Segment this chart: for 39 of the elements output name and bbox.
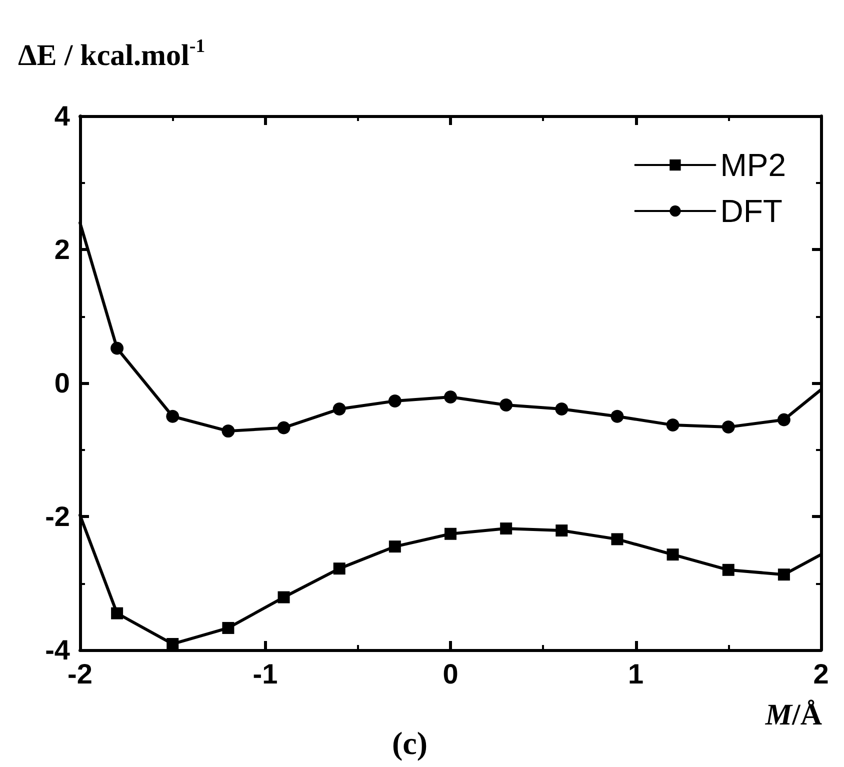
point [611,533,624,546]
point [666,548,679,561]
y-tick-label: 0 [54,368,70,398]
point [555,402,568,416]
point [332,402,346,416]
point [222,622,234,634]
point [333,562,346,575]
point [277,421,290,434]
y-tick-label: -4 [45,634,70,666]
point [444,528,456,540]
point [778,568,790,581]
point [444,390,457,404]
legend-label: DFT [720,193,782,229]
text: (c) [392,725,428,761]
x-axis-title: M/Å [764,698,822,732]
point [556,524,568,537]
point [222,424,235,438]
point [110,342,124,355]
x-tick-label: -1 [252,658,278,690]
point [666,418,680,432]
x-tick-label: 1 [628,658,644,690]
point [111,607,124,620]
legend-label: MP2 [720,147,786,183]
point [278,591,290,604]
point [500,522,512,535]
y-tick-label: -2 [45,501,70,532]
point [388,394,402,408]
point [166,410,180,423]
point [610,410,624,423]
point [777,413,790,426]
point [722,564,734,576]
y-tick-label: 4 [54,100,70,132]
point [166,638,179,650]
x-tick-label: 2 [813,658,829,690]
y-tick-label: 2 [54,234,70,265]
point [722,420,735,434]
x-tick-label: 0 [442,658,458,690]
point [500,398,513,412]
point [388,540,401,553]
